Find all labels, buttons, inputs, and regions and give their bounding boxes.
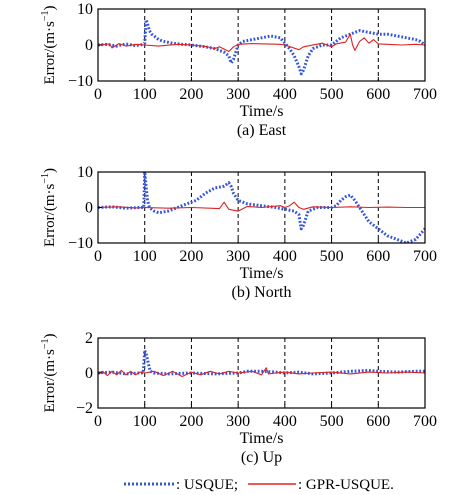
y-tick-label: 10 [77,1,93,18]
x-tick-label: 0 [94,413,102,430]
x-tick-label: 100 [133,248,157,265]
y-tick-label: 0 [85,365,93,382]
x-tick-label: 200 [179,86,203,103]
x-tick-label: 400 [273,248,297,265]
x-tick-label: 700 [413,86,437,103]
x-tick-label: 100 [133,86,157,103]
y-axis-label: Error/(m·s−1) [40,6,58,85]
series-line-usque [98,172,425,243]
x-axis-label: Time/s [240,430,284,447]
x-tick-label: 600 [366,248,390,265]
x-tick-label: 600 [366,86,390,103]
y-tick-label: −10 [68,73,93,90]
x-tick-label: 700 [413,413,437,430]
x-tick-label: 400 [273,86,297,103]
y-tick-label: 10 [77,164,93,181]
y-axis-label: Error/(m·s−1) [40,168,58,247]
x-tick-label: 300 [226,248,250,265]
x-axis-label: Time/s [240,103,284,120]
x-tick-label: 100 [133,413,157,430]
x-tick-label: 500 [320,413,344,430]
series-line-usque [98,348,425,376]
x-tick-label: 500 [320,86,344,103]
y-tick-label: 0 [85,37,93,54]
panel-caption: (a) East [237,122,287,139]
x-tick-label: 0 [94,248,102,265]
x-tick-label: 200 [179,248,203,265]
legend: : USQUE; : GPR-USQUE. [124,477,394,493]
x-tick-label: 500 [320,248,344,265]
series-line-gpr-usque [98,367,425,378]
x-tick-label: 700 [413,248,437,265]
x-tick-label: 300 [226,413,250,430]
legend-usque-label: : USQUE; [176,477,238,493]
x-tick-label: 0 [94,86,102,103]
y-tick-label: 2 [85,330,93,347]
y-axis-label: Error/(m·s−1) [40,334,58,413]
y-tick-label: −10 [68,235,93,252]
series-line-gpr-usque [98,33,425,53]
x-tick-label: 400 [273,413,297,430]
legend-gpr-usque-label: : GPR-USQUE. [298,477,394,493]
y-tick-label: 0 [85,200,93,217]
panel-caption: (c) Up [241,449,282,466]
x-tick-label: 600 [366,413,390,430]
series-line-usque [98,18,425,76]
x-tick-label: 300 [226,86,250,103]
series-line-gpr-usque [98,201,425,212]
y-tick-label: −2 [76,400,93,417]
x-axis-label: Time/s [240,265,284,282]
panel-caption: (b) North [232,284,292,301]
x-tick-label: 200 [179,413,203,430]
